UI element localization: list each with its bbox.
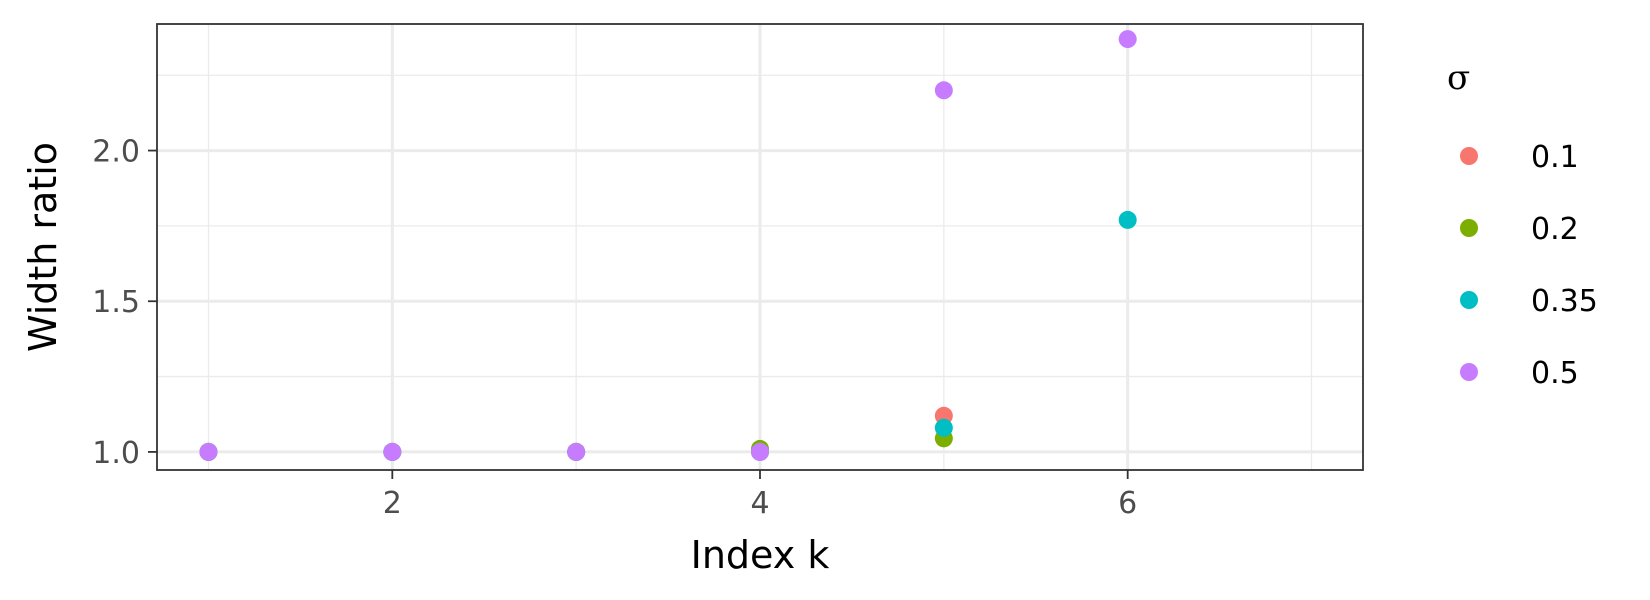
legend: σ 0.1 0.2 0.35 0.5: [1447, 58, 1598, 391]
legend-key-0.2: [1460, 219, 1478, 237]
data-point-sigma-0.5: [199, 442, 218, 461]
x-tick-label: 6: [1118, 486, 1137, 521]
x-tick-label: 2: [383, 486, 402, 521]
legend-key-0.5: [1460, 363, 1478, 381]
data-points: [199, 30, 1137, 461]
axis-ticks: 2 4 6 1.0 1.5 2.0: [92, 135, 1137, 521]
legend-label: 0.1: [1531, 140, 1579, 175]
legend-title: σ: [1447, 58, 1470, 98]
legend-label: 0.5: [1531, 356, 1579, 391]
y-tick-label: 1.5: [92, 285, 140, 320]
legend-key-0.1: [1460, 147, 1478, 165]
legend-label: 0.35: [1531, 284, 1598, 319]
x-tick-label: 4: [750, 486, 769, 521]
legend-key-0.35: [1460, 291, 1478, 309]
x-axis-title: Index k: [691, 533, 830, 577]
data-point-sigma-0.5: [751, 442, 769, 461]
data-point-sigma-0.5: [567, 442, 586, 461]
data-point-sigma-0.5: [1118, 30, 1137, 49]
data-point-sigma-0.5: [383, 442, 402, 461]
data-point-sigma-0.35: [934, 418, 953, 437]
y-axis-title: Width ratio: [21, 142, 65, 352]
data-point-sigma-0.5: [934, 81, 953, 100]
legend-label: 0.2: [1531, 212, 1579, 247]
y-tick-label: 2.0: [92, 135, 140, 170]
y-tick-label: 1.0: [92, 436, 140, 471]
data-point-sigma-0.35: [1118, 210, 1137, 229]
